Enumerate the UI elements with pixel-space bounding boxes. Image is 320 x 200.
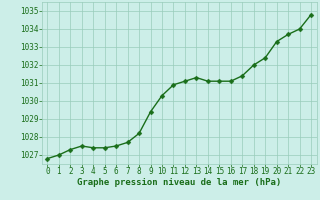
X-axis label: Graphe pression niveau de la mer (hPa): Graphe pression niveau de la mer (hPa) (77, 178, 281, 187)
